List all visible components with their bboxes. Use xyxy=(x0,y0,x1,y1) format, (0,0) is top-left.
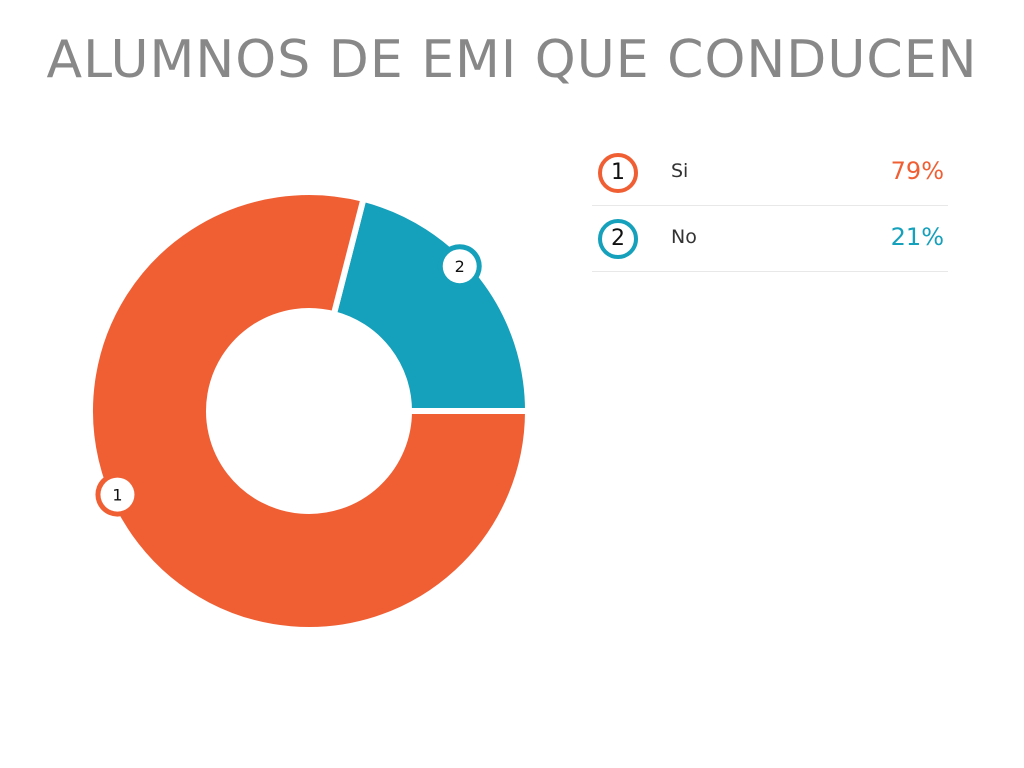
slice-marker-1: 1 xyxy=(95,472,140,517)
donut-slice-no xyxy=(330,195,532,414)
legend-item-si: 1 Si 79% xyxy=(592,140,948,206)
legend-marker-2: 2 xyxy=(598,219,638,259)
slice-marker-label: 2 xyxy=(455,257,465,276)
legend-label-si: Si xyxy=(671,160,689,182)
legend: 1 Si 79% 2 No 21% xyxy=(592,140,948,272)
slice-marker-2: 2 xyxy=(437,244,482,289)
chart-title: ALUMNOS DE EMI QUE CONDUCEN xyxy=(46,30,978,90)
legend-value-no: 21% xyxy=(890,223,944,251)
legend-item-no: 2 No 21% xyxy=(592,206,948,272)
legend-marker-1: 1 xyxy=(598,153,638,193)
donut-chart: 21 xyxy=(87,189,532,633)
legend-label-no: No xyxy=(671,226,697,248)
slice-marker-label: 1 xyxy=(112,486,122,505)
donut-slice-si xyxy=(87,189,532,633)
legend-value-si: 79% xyxy=(890,157,944,185)
